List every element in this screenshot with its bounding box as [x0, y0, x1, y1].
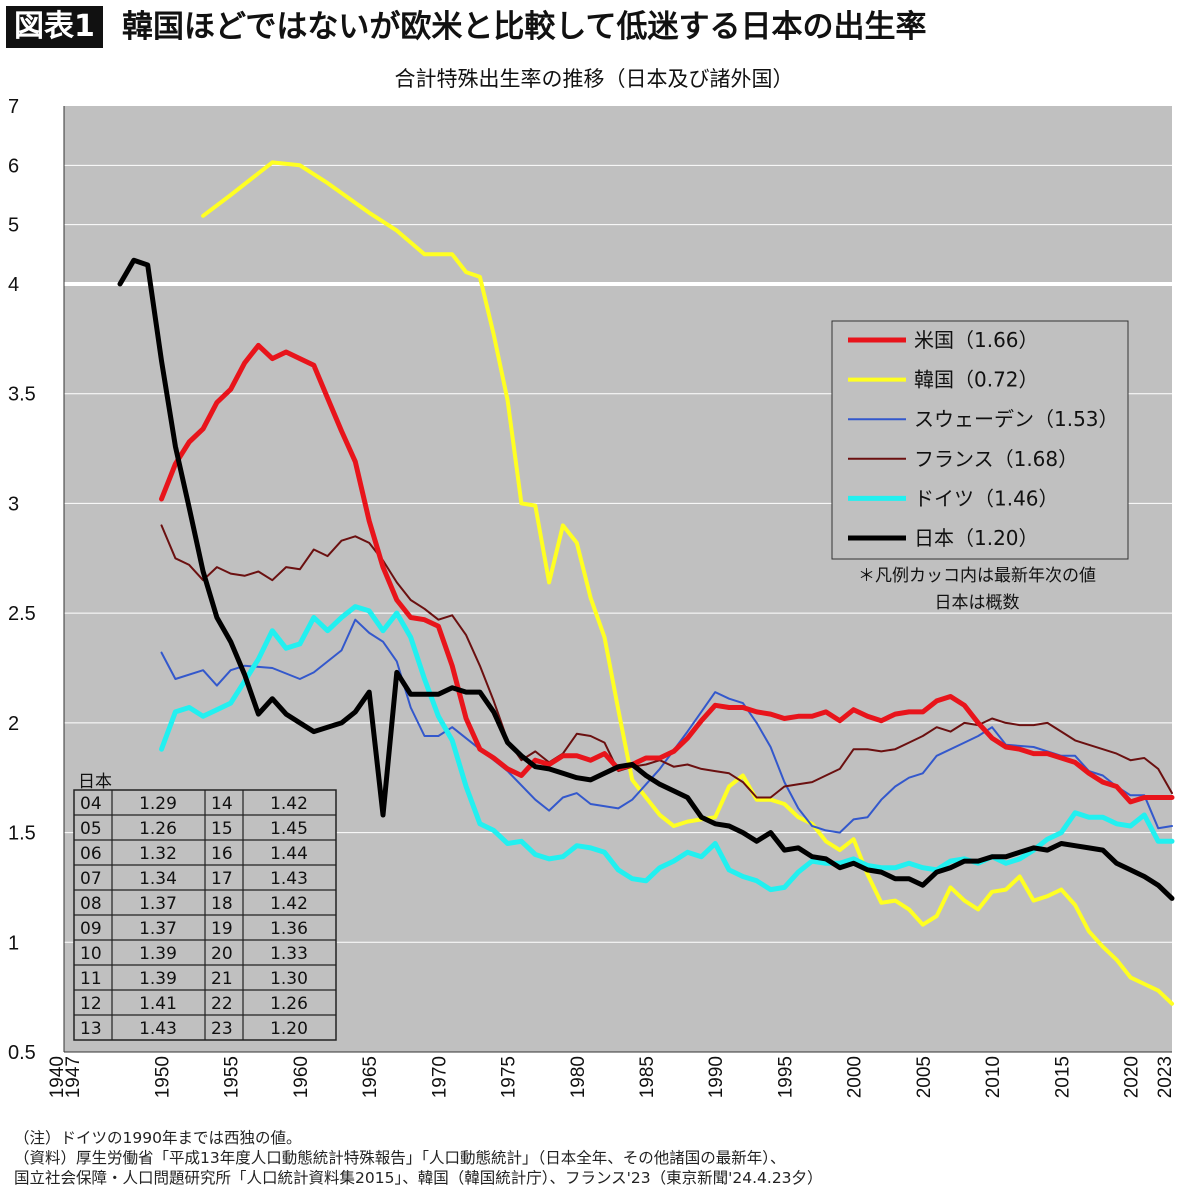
inset-table-cell: 11 [80, 969, 102, 989]
inset-table-cell: 05 [80, 819, 102, 839]
inset-table-cell: 1.26 [270, 994, 308, 1014]
legend-note: 日本は概数 [935, 593, 1020, 613]
inset-table-cell: 12 [80, 994, 102, 1014]
inset-table-cell: 1.45 [270, 819, 308, 839]
x-tick-label: 1995 [775, 1056, 796, 1098]
inset-table-cell: 1.42 [270, 894, 308, 914]
figure-badge: 図表1 [6, 6, 103, 48]
x-tick-label: 2000 [845, 1056, 866, 1098]
y-tick-label: 1.5 [8, 823, 36, 845]
inset-table-cell: 10 [80, 944, 102, 964]
x-tick-label: 1985 [637, 1056, 658, 1098]
y-tick-label: 6 [8, 155, 19, 177]
inset-table-cell: 1.33 [270, 944, 308, 964]
inset-table-cell: 1.36 [270, 919, 308, 939]
y-tick-label: 3.5 [8, 384, 36, 406]
inset-table-cell: 21 [211, 969, 233, 989]
x-tick-label: 1940 [47, 1056, 68, 1098]
legend-label-sweden: スウェーデン（1.53） [914, 407, 1119, 431]
y-tick-label: 2.5 [8, 603, 36, 625]
y-tick-label: 2 [8, 713, 19, 735]
x-tick-label: 1975 [499, 1056, 520, 1098]
inset-table-cell: 09 [80, 919, 102, 939]
series-line-korea [201, 160, 1174, 1006]
inset-table-cell: 17 [211, 869, 233, 889]
y-tick-label: 1 [8, 932, 19, 954]
inset-table-cell: 1.44 [270, 844, 308, 864]
inset-table-cell: 1.42 [270, 794, 308, 814]
series-line-usa [159, 342, 1175, 805]
headline: 韓国ほどではないが欧米と比較して低迷する日本の出生率 [122, 9, 927, 45]
legend-label-france: フランス（1.68） [914, 447, 1078, 471]
y-tick-label: 4 [8, 274, 19, 296]
x-tick-label: 2010 [983, 1056, 1004, 1098]
inset-table-cell: 14 [211, 794, 233, 814]
inset-table-cell: 16 [211, 844, 233, 864]
series-line-sweden [160, 618, 1173, 834]
inset-table-cell: 1.32 [139, 844, 177, 864]
inset-table-cell: 07 [80, 869, 102, 889]
inset-table-cell: 1.34 [139, 869, 177, 889]
legend-label-usa: 米国（1.66） [914, 328, 1039, 352]
x-tick-label: 1990 [706, 1056, 727, 1098]
inset-table-cell: 13 [80, 1019, 102, 1039]
inset-table-cell: 1.41 [139, 994, 177, 1014]
inset-table-cell: 1.29 [139, 794, 177, 814]
inset-table-cell: 1.26 [139, 819, 177, 839]
inset-table-cell: 1.30 [270, 969, 308, 989]
x-tick-label: 1970 [429, 1056, 450, 1098]
inset-table-title: 日本 [78, 772, 112, 792]
series-line-france [160, 524, 1173, 799]
notes: （注）ドイツの1990年までは西独の値。 （資料）厚生労働省「平成13年度人口動… [14, 1128, 823, 1188]
x-tick-label: 1980 [568, 1056, 589, 1098]
inset-table-cell: 22 [211, 994, 233, 1014]
legend-label-germany: ドイツ（1.46） [914, 486, 1059, 510]
inset-table-cell: 18 [211, 894, 233, 914]
inset-table-cell: 1.39 [139, 944, 177, 964]
header: 図表1 韓国ほどではないが欧米と比較して低迷する日本の出生率 [0, 0, 1188, 56]
x-tick-label: 1960 [291, 1056, 312, 1098]
x-tick-label: 1947 [63, 1056, 84, 1098]
inset-table-cell: 1.43 [139, 1019, 177, 1039]
inset-table-cell: 1.20 [270, 1019, 308, 1039]
y-tick-label: 3 [8, 493, 19, 515]
y-tick-label: 5 [8, 215, 19, 237]
legend-box [831, 320, 1129, 560]
inset-table-cell: 23 [211, 1019, 233, 1039]
y-tick-label: 0.5 [8, 1042, 36, 1064]
inset-table-cell: 15 [211, 819, 233, 839]
inset-table-cell: 08 [80, 894, 102, 914]
note-line: （注）ドイツの1990年までは西独の値。 [14, 1129, 302, 1147]
inset-table-cell: 20 [211, 944, 233, 964]
legend-note: ＊凡例カッコ内は最新年次の値 [858, 566, 1096, 586]
chart-title: 合計特殊出生率の推移（日本及び諸外国） [394, 67, 794, 91]
note-line: 国立社会保障・人口問題研究所「人口統計資料集2015」、韓国（韓国統計庁）、フラ… [14, 1169, 823, 1187]
legend-label-korea: 韓国（0.72） [914, 368, 1039, 392]
x-tick-label: 2020 [1121, 1056, 1142, 1098]
inset-table-cell: 04 [80, 794, 102, 814]
x-tick-label: 1950 [153, 1056, 174, 1098]
y-tick-label: 7 [8, 96, 19, 118]
legend-label-japan: 日本（1.20） [914, 526, 1039, 550]
note-line: （資料）厚生労働省「平成13年度人口動態統計特殊報告」「人口動態統計」（日本全年… [14, 1149, 786, 1167]
inset-table-cell: 1.37 [139, 919, 177, 939]
x-tick-label: 2005 [914, 1056, 935, 1098]
inset-table-cell: 1.43 [270, 869, 308, 889]
series-line-japan [117, 257, 1175, 901]
inset-table-cell: 06 [80, 844, 102, 864]
series-line-germany [159, 604, 1175, 893]
inset-table-cell: 1.39 [139, 969, 177, 989]
x-tick-label: 2015 [1052, 1056, 1073, 1098]
x-tick-label: 2023 [1155, 1056, 1176, 1098]
x-tick-label: 1965 [360, 1056, 381, 1098]
x-tick-label: 1955 [222, 1056, 243, 1098]
inset-table-cell: 19 [211, 919, 233, 939]
inset-table-cell: 1.37 [139, 894, 177, 914]
axis-break [64, 282, 1172, 286]
